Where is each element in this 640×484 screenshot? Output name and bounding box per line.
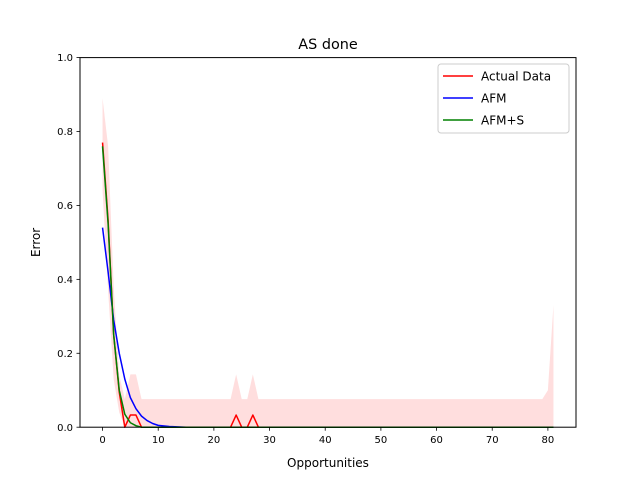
- y-tick-label: 0.2: [57, 349, 73, 360]
- y-tick-label: 0.0: [57, 423, 73, 434]
- y-axis-ticks: 0.0 0.2 0.4 0.6 0.8 1.0: [57, 53, 80, 434]
- x-tick-label: 20: [208, 435, 221, 446]
- legend-box: [437, 63, 570, 134]
- y-tick-label: 1.0: [57, 53, 73, 64]
- chart-title: AS done: [298, 37, 358, 53]
- y-tick-label: 0.8: [57, 127, 73, 138]
- x-tick-label: 0: [99, 435, 105, 446]
- x-tick-label: 80: [542, 435, 555, 446]
- legend-label-1: AFM: [481, 92, 506, 106]
- x-tick-label: 30: [263, 435, 276, 446]
- legend: Actual Data AFM AFM+S: [437, 63, 570, 134]
- x-tick-label: 70: [486, 435, 499, 446]
- legend-label-2: AFM+S: [481, 114, 524, 128]
- x-tick-label: 60: [430, 435, 443, 446]
- plot-frame: [79, 57, 577, 428]
- series-line-1: [101, 227, 554, 428]
- x-tick-label: 50: [375, 435, 388, 446]
- x-axis-ticks: 0 10 20 30 40 50 60 70 80: [99, 427, 554, 446]
- x-tick-label: 40: [319, 435, 332, 446]
- y-tick-label: 0.4: [57, 275, 73, 286]
- y-axis-label: Error: [29, 228, 43, 257]
- y-tick-label: 0.6: [57, 201, 73, 212]
- x-axis-label: Opportunities: [287, 456, 369, 470]
- legend-label-0: Actual Data: [481, 70, 551, 84]
- x-tick-label: 10: [152, 435, 165, 446]
